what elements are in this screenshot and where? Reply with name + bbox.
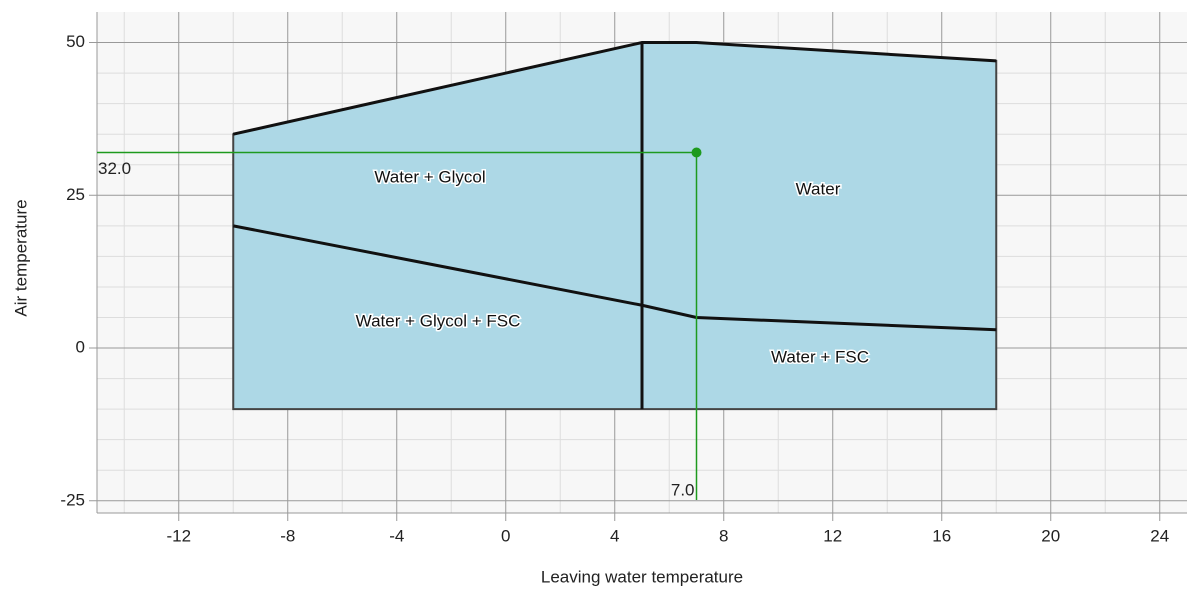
y-value-label: 32.0 [98, 159, 131, 178]
x-tick-label: 24 [1150, 526, 1169, 545]
x-value-label: 7.0 [671, 480, 695, 499]
region-label: Water [796, 179, 841, 198]
x-tick-label: 8 [719, 526, 728, 545]
y-tick-label: 0 [76, 338, 85, 357]
x-tick-label: 4 [610, 526, 619, 545]
divider [232, 224, 997, 332]
y-axis-label: Air temperature [11, 199, 30, 316]
x-tick-label: 20 [1041, 526, 1060, 545]
operating-point [691, 147, 702, 158]
region-label: Water + Glycol + FSC [356, 311, 521, 330]
x-axis-label: Leaving water temperature [541, 567, 743, 586]
x-tick-label: 12 [823, 526, 842, 545]
y-tick-label: 25 [66, 185, 85, 204]
x-tick-label: 0 [501, 526, 510, 545]
x-tick-label: -4 [389, 526, 404, 545]
envelope-top [232, 41, 997, 136]
region-label: Water + Glycol [374, 167, 485, 186]
y-tick-label: 50 [66, 32, 85, 51]
region-label: Water + FSC [771, 347, 869, 366]
x-tick-label: -12 [166, 526, 191, 545]
y-tick-label: -25 [60, 490, 85, 509]
x-tick-label: -8 [280, 526, 295, 545]
x-tick-label: 16 [932, 526, 951, 545]
